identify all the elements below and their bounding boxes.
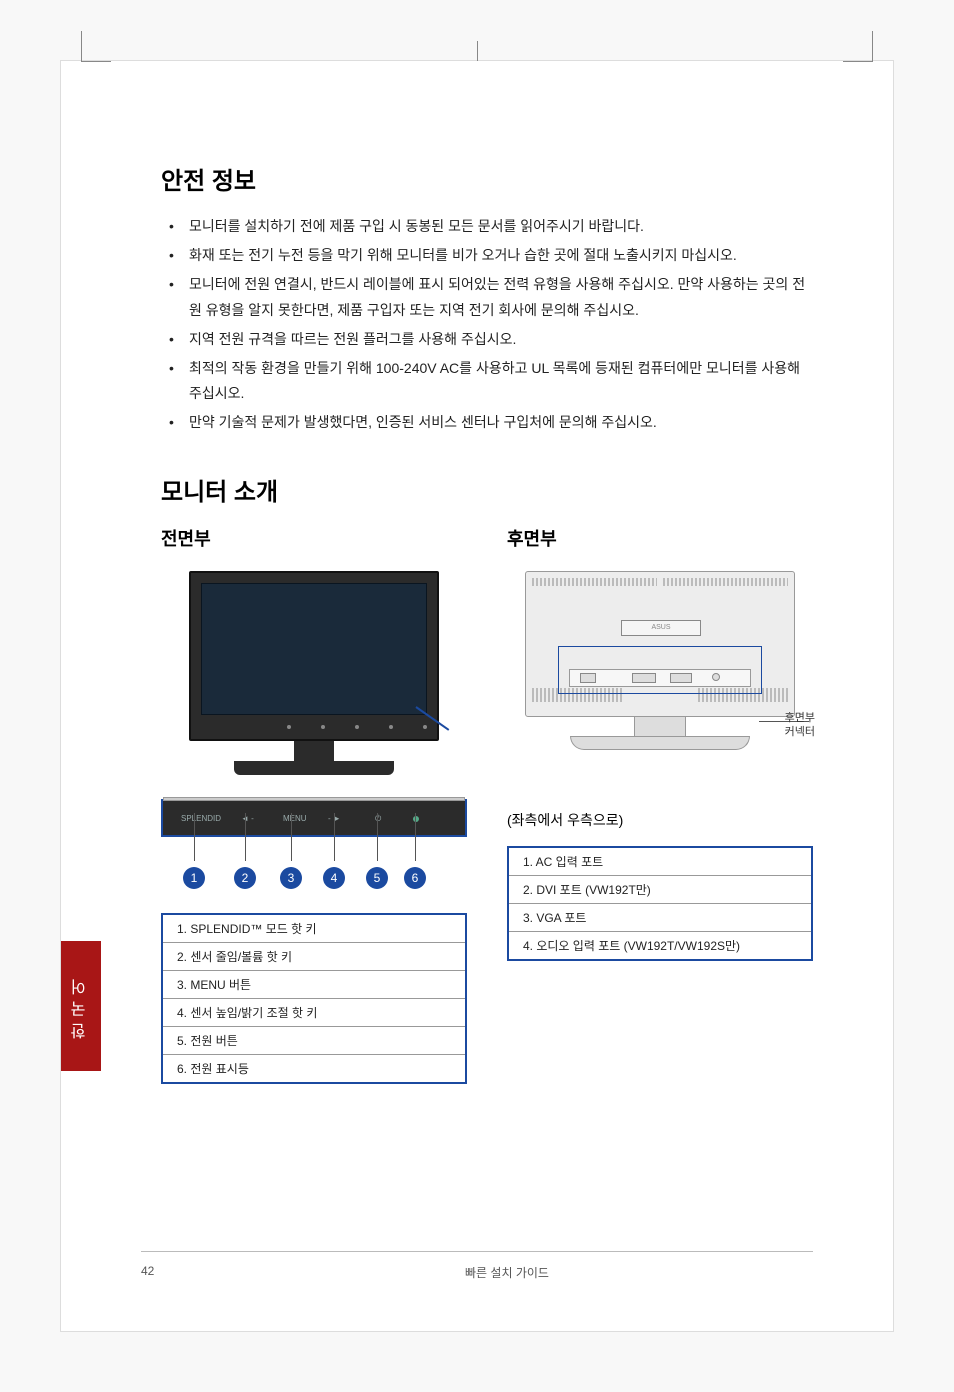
monitor-front-illustration: [189, 571, 439, 775]
table-row: 6. 전원 표시등: [163, 1055, 465, 1082]
table-row: 3. VGA 포트: [509, 904, 811, 932]
rear-caption: (좌측에서 우측으로): [507, 810, 813, 830]
footer-title: 빠른 설치 가이드: [201, 1264, 813, 1281]
bar-label: MENU: [283, 814, 307, 823]
safety-list: 모니터를 설치하기 전에 제품 구입 시 동봉된 모든 문서를 읽어주시기 바랍…: [161, 214, 813, 436]
list-item: 모니터를 설치하기 전에 제품 구입 시 동봉된 모든 문서를 읽어주시기 바랍…: [161, 214, 813, 239]
list-item: 만약 기술적 문제가 발생했다면, 인증된 서비스 센터나 구입처에 문의해 주…: [161, 410, 813, 435]
button-bar-callout: SPLENDID ◄ - MENU - ► ⏻: [161, 799, 467, 837]
list-item: 모니터에 전원 연결시, 반드시 레이블에 표시 되어있는 전력 유형을 사용해…: [161, 272, 813, 322]
monitor-stand: [294, 741, 334, 761]
front-button-strip: [287, 725, 427, 735]
callout-number: 2: [234, 867, 256, 889]
bar-label: ◄ -: [241, 814, 254, 823]
port-area-callout: [558, 646, 762, 694]
intro-heading: 모니터 소개: [161, 472, 813, 507]
callout-number: 4: [323, 867, 345, 889]
table-row: 1. AC 입력 포트: [509, 848, 811, 876]
two-column-layout: 전면부 SPLENDID: [161, 525, 813, 1084]
page-number: 42: [141, 1264, 201, 1281]
front-subhead: 전면부: [161, 525, 467, 551]
monitor-screen: [201, 583, 427, 715]
rear-subhead: 후면부: [507, 525, 813, 551]
vent-icon: [663, 578, 788, 586]
list-item: 최적의 작동 환경을 만들기 위해 100-240V AC를 사용하고 UL 목…: [161, 356, 813, 406]
content: 안전 정보 모니터를 설치하기 전에 제품 구입 시 동봉된 모든 문서를 읽어…: [61, 61, 893, 1331]
rear-base: [570, 736, 750, 750]
number-callouts: 1 2 3 4 5 6: [161, 847, 467, 897]
power-led-icon: [413, 816, 419, 822]
label-text: 후면부: [785, 711, 815, 725]
page: 한국어 안전 정보 모니터를 설치하기 전에 제품 구입 시 동봉된 모든 문서…: [60, 60, 894, 1332]
table-row: 5. 전원 버튼: [163, 1027, 465, 1055]
button-bar: SPLENDID ◄ - MENU - ► ⏻: [163, 801, 465, 835]
table-row: 2. 센서 줄임/볼륨 핫 키: [163, 943, 465, 971]
monitor-bezel: [189, 571, 439, 741]
monitor-base: [234, 761, 394, 775]
bar-label: ⏻: [375, 814, 381, 824]
safety-heading: 안전 정보: [161, 161, 813, 196]
callout-number: 6: [404, 867, 426, 889]
crop-mark-top-center: [477, 41, 478, 61]
audio-port-icon: [712, 673, 720, 681]
callout-number: 5: [366, 867, 388, 889]
callout-number: 1: [183, 867, 205, 889]
brand-plate: ASUS: [621, 620, 701, 636]
list-item: 화재 또는 전기 누전 등을 막기 위해 모니터를 비가 오거나 습한 곳에 절…: [161, 243, 813, 268]
rear-legend-table: 1. AC 입력 포트 2. DVI 포트 (VW192T만) 3. VGA 포…: [507, 846, 813, 961]
rear-column: 후면부 ASUS: [507, 525, 813, 1084]
table-row: 1. SPLENDID™ 모드 핫 키: [163, 915, 465, 943]
rear-body: ASUS: [525, 571, 795, 717]
rear-connector-label: 후면부 커넥터: [785, 711, 815, 740]
callout-number: 3: [280, 867, 302, 889]
front-column: 전면부 SPLENDID: [161, 525, 467, 1084]
page-footer: 42 빠른 설치 가이드: [141, 1251, 813, 1281]
bar-label: SPLENDID: [181, 814, 221, 823]
ac-port-icon: [580, 673, 596, 683]
label-text: 커넥터: [785, 725, 815, 739]
monitor-rear-illustration: ASUS 후면부: [525, 571, 795, 750]
table-row: 4. 오디오 입력 포트 (VW192T/VW192S만): [509, 932, 811, 959]
vga-port-icon: [670, 673, 692, 683]
dvi-port-icon: [632, 673, 656, 683]
table-row: 2. DVI 포트 (VW192T만): [509, 876, 811, 904]
rear-stand: [634, 717, 686, 737]
table-row: 3. MENU 버튼: [163, 971, 465, 999]
table-row: 4. 센서 높임/밝기 조절 핫 키: [163, 999, 465, 1027]
vent-icon: [532, 578, 657, 586]
front-legend-table: 1. SPLENDID™ 모드 핫 키 2. 센서 줄임/볼륨 핫 키 3. M…: [161, 913, 467, 1084]
list-item: 지역 전원 규격을 따르는 전원 플러그를 사용해 주십시오.: [161, 327, 813, 352]
